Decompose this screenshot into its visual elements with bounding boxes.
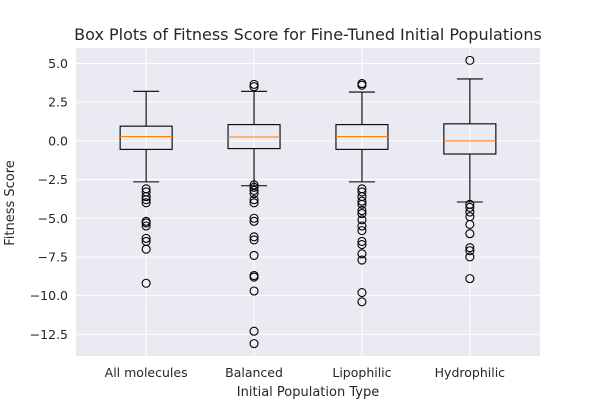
outlier-point bbox=[465, 207, 475, 217]
outlier-point bbox=[357, 287, 367, 298]
outlier-point bbox=[249, 250, 259, 260]
outlier-point bbox=[357, 236, 367, 247]
outlier-point bbox=[465, 246, 475, 256]
y-tick-label: −12.5 bbox=[30, 327, 68, 342]
outlier-point bbox=[357, 209, 367, 219]
outlier-point bbox=[141, 218, 151, 228]
outlier-point bbox=[249, 339, 259, 349]
outlier-point bbox=[465, 252, 475, 262]
outlier-point bbox=[465, 274, 475, 284]
y-tick-label: −2.5 bbox=[38, 172, 68, 187]
outlier-point bbox=[249, 182, 259, 192]
outlier-point bbox=[249, 286, 259, 296]
y-tick-label: −5.0 bbox=[38, 211, 68, 226]
x-tick-label: All molecules bbox=[105, 365, 188, 380]
outlier-point bbox=[249, 235, 259, 245]
iqr-box bbox=[443, 123, 497, 155]
outlier-point bbox=[357, 205, 367, 216]
iqr-box bbox=[119, 125, 173, 150]
box-hydrophilic bbox=[443, 55, 497, 284]
outlier-point bbox=[249, 272, 259, 282]
outlier-point bbox=[249, 79, 259, 89]
outlier-point bbox=[141, 278, 151, 288]
outlier-point bbox=[357, 215, 367, 225]
outlier-point bbox=[249, 185, 259, 195]
x-tick-label: Balanced bbox=[225, 365, 283, 380]
box-all-molecules bbox=[119, 90, 173, 288]
x-axis-label: Initial Population Type bbox=[237, 385, 379, 400]
y-tick-label: 0.0 bbox=[48, 133, 68, 148]
outlier-point bbox=[465, 243, 475, 253]
y-axis-label: Fitness Score bbox=[3, 160, 18, 246]
outlier-point bbox=[357, 240, 367, 250]
x-tick-label: Hydrophilic bbox=[435, 365, 506, 380]
outlier-point bbox=[249, 232, 259, 242]
outlier-point bbox=[357, 297, 367, 307]
outlier-point bbox=[141, 195, 151, 205]
y-tick-labels: 5.0 2.5 0.0 −2.5 −5.0 −7.5 −10.0 −12.5 bbox=[30, 56, 68, 342]
outlier-point bbox=[141, 192, 151, 202]
x-tick-label: Lipophilic bbox=[332, 365, 391, 380]
outlier-point bbox=[357, 249, 367, 259]
outlier-point bbox=[357, 221, 367, 231]
outlier-point bbox=[357, 226, 367, 236]
outlier-point bbox=[141, 221, 151, 231]
outlier-point bbox=[249, 216, 259, 226]
y-tick-label: −7.5 bbox=[38, 249, 68, 264]
outlier-point bbox=[141, 198, 151, 208]
outlier-point bbox=[249, 195, 259, 205]
outlier-point bbox=[357, 255, 367, 265]
outlier-point bbox=[249, 326, 259, 336]
outlier-point bbox=[465, 202, 475, 212]
y-tick-label: 5.0 bbox=[48, 56, 68, 71]
y-tick-label: −10.0 bbox=[30, 288, 68, 303]
box-balanced bbox=[227, 79, 281, 349]
y-tick-label: 2.5 bbox=[48, 95, 68, 110]
outlier-point bbox=[249, 188, 259, 199]
outlier-point bbox=[141, 233, 151, 243]
outlier-point bbox=[357, 79, 367, 89]
outlier-point bbox=[249, 82, 259, 92]
outlier-point bbox=[357, 187, 367, 197]
outlier-point bbox=[357, 196, 367, 206]
boxes bbox=[119, 55, 497, 349]
outlier-point bbox=[465, 55, 475, 65]
outlier-point bbox=[249, 213, 259, 223]
outlier-point bbox=[465, 229, 475, 239]
outlier-point bbox=[465, 219, 475, 229]
box-lipophilic bbox=[335, 79, 389, 307]
outlier-point bbox=[357, 199, 367, 209]
chart-title: Box Plots of Fitness Score for Fine-Tune… bbox=[74, 25, 542, 44]
outlier-point bbox=[249, 198, 259, 208]
x-tick-labels: All molecules Balanced Lipophilic Hydrophil… bbox=[105, 365, 506, 380]
outlier-point bbox=[141, 244, 151, 254]
